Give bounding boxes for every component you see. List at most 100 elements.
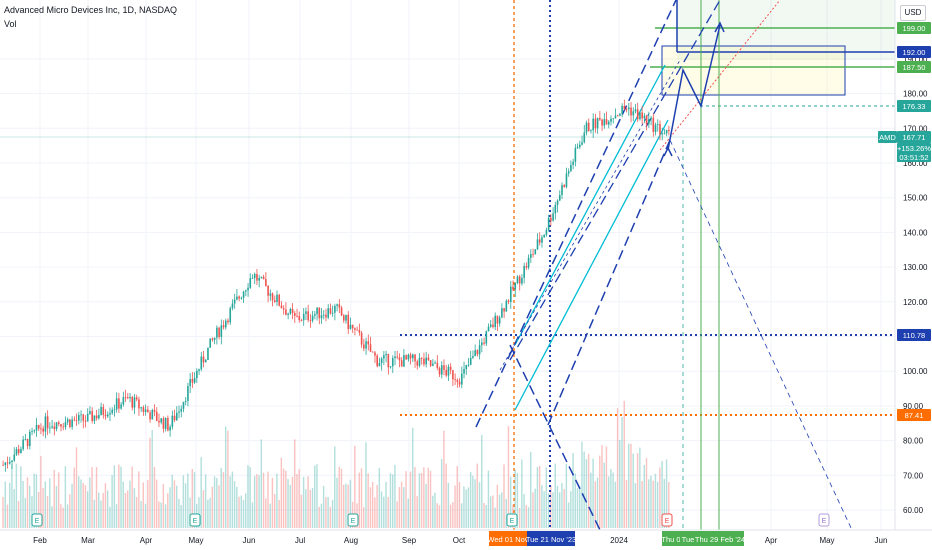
volume-bar bbox=[198, 497, 200, 528]
month-label: 2024 bbox=[610, 536, 628, 545]
projection-box[interactable] bbox=[661, 45, 846, 96]
volume-bar bbox=[503, 464, 505, 528]
volume-bar bbox=[605, 446, 608, 528]
volume-bar bbox=[565, 463, 568, 528]
volume-bar bbox=[532, 492, 534, 528]
price-candles[interactable] bbox=[2, 99, 670, 472]
volume-bar bbox=[11, 464, 13, 528]
volume-bar bbox=[561, 482, 563, 528]
candle-body bbox=[171, 415, 174, 427]
volume-bar bbox=[636, 453, 639, 528]
price-tick-label: 90.00 bbox=[903, 402, 924, 411]
volume-bar bbox=[236, 486, 238, 528]
candle-body bbox=[541, 237, 543, 243]
candle-body bbox=[180, 408, 183, 412]
candle-body bbox=[160, 418, 163, 423]
candle-body bbox=[656, 124, 659, 125]
candle-body bbox=[476, 350, 479, 355]
volume-bar bbox=[347, 484, 349, 528]
volume-bar bbox=[216, 478, 218, 528]
candle-body bbox=[106, 414, 109, 417]
candle-body bbox=[124, 397, 127, 399]
candle-body bbox=[619, 113, 621, 116]
trend-down-blue[interactable] bbox=[509, 344, 601, 531]
symbol-tag: AMD bbox=[879, 133, 896, 142]
volume-bar bbox=[458, 482, 461, 528]
volume-bar bbox=[418, 473, 421, 528]
candle-body bbox=[478, 345, 481, 355]
volume-bar bbox=[29, 485, 31, 528]
volume-bar bbox=[314, 465, 316, 528]
candle-body bbox=[314, 314, 316, 316]
time-axis[interactable]: Feb Mar Apr May Jun Jul Aug Sep Oct 2024 Apr May Jun… bbox=[0, 529, 932, 546]
volume-bar bbox=[630, 443, 632, 528]
candle-body bbox=[550, 217, 552, 221]
earnings-marker-icon: E bbox=[510, 518, 515, 525]
volume-bar bbox=[425, 483, 427, 528]
volume-bar bbox=[603, 462, 605, 528]
volume-bar bbox=[498, 494, 501, 528]
target-zone-box[interactable] bbox=[677, 0, 895, 60]
volume-bar bbox=[211, 486, 214, 528]
projection-path[interactable] bbox=[667, 24, 721, 151]
drawing-tools[interactable] bbox=[0, 0, 895, 531]
price-tick-label: 100.00 bbox=[903, 367, 928, 376]
candle-body bbox=[347, 314, 350, 329]
volume-bar bbox=[567, 502, 570, 528]
volume-bar bbox=[207, 499, 209, 528]
volume-bar bbox=[423, 467, 425, 528]
month-label: Aug bbox=[344, 536, 358, 545]
volume-bar bbox=[460, 503, 463, 528]
volume-bar bbox=[416, 496, 418, 528]
volume-bar bbox=[200, 457, 202, 528]
candle-body bbox=[60, 424, 62, 427]
candle-body bbox=[407, 354, 410, 360]
volume-bar bbox=[280, 457, 283, 528]
candle-body bbox=[29, 431, 31, 447]
channel-lower-teal[interactable] bbox=[514, 119, 669, 411]
volume-bar bbox=[318, 506, 320, 528]
candle-body bbox=[623, 105, 626, 109]
candle-body bbox=[122, 397, 125, 405]
volume-bar bbox=[334, 446, 336, 528]
candle-body bbox=[603, 119, 606, 126]
candle-body bbox=[33, 430, 36, 432]
volume-bar bbox=[601, 445, 603, 528]
volume-bar bbox=[354, 445, 356, 528]
volume-bar bbox=[403, 487, 405, 528]
volume-bar bbox=[233, 481, 236, 528]
volume-bar bbox=[527, 507, 530, 528]
volume-bar bbox=[463, 486, 465, 528]
candle-body bbox=[396, 356, 399, 358]
volume-bar bbox=[581, 441, 583, 528]
trend-red-dotted[interactable] bbox=[659, 0, 781, 151]
candle-body bbox=[654, 124, 657, 132]
candle-body bbox=[643, 115, 646, 119]
price-axis[interactable]: 60.0070.0080.0090.00100.00110.00120.0013… bbox=[878, 0, 931, 530]
candle-body bbox=[543, 234, 546, 238]
currency-label[interactable]: USD bbox=[900, 5, 926, 21]
candle-body bbox=[322, 314, 325, 316]
candle-body bbox=[570, 164, 572, 172]
candle-body bbox=[423, 358, 425, 365]
volume-bar bbox=[656, 481, 659, 528]
earnings-marker-icon: E bbox=[35, 518, 40, 525]
channel-mid-blue[interactable] bbox=[509, 0, 721, 361]
volume-bar bbox=[371, 482, 374, 528]
candle-body bbox=[138, 399, 140, 409]
candle-body bbox=[140, 407, 142, 409]
channel-lower-blue[interactable] bbox=[547, 139, 671, 426]
volume-bar bbox=[73, 467, 75, 528]
month-label: May bbox=[819, 536, 834, 545]
volume-bar bbox=[149, 437, 151, 528]
tag-countdown: 03:51:52 bbox=[899, 153, 928, 162]
candle-body bbox=[336, 304, 338, 306]
channel-upper-blue[interactable] bbox=[475, 0, 677, 428]
volume-bar bbox=[329, 506, 332, 528]
candle-body bbox=[420, 357, 423, 359]
candle-body bbox=[298, 316, 301, 321]
candle-body bbox=[616, 115, 619, 117]
